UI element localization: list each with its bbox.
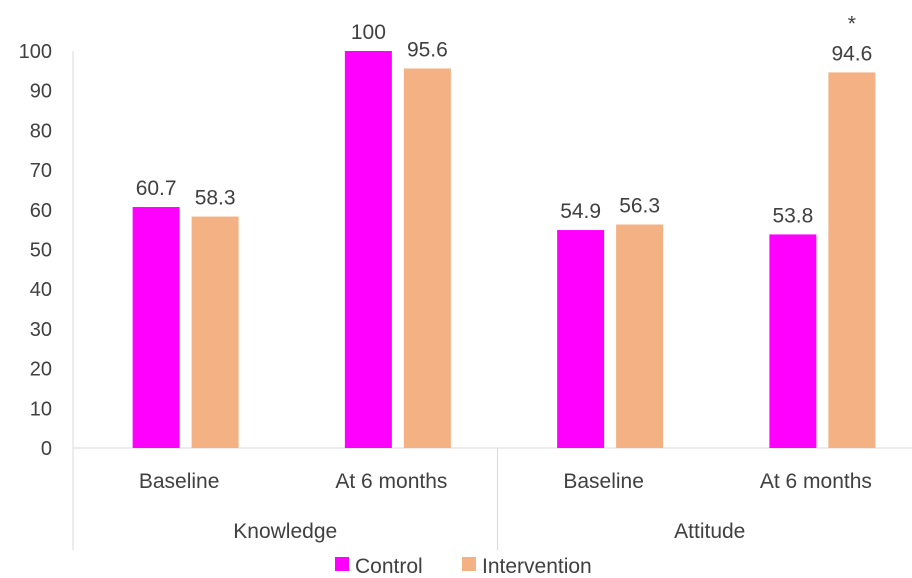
legend-label: Control [355, 555, 423, 578]
y-tick-label: 80 [30, 120, 52, 142]
bar-control [557, 230, 605, 448]
bar-intervention [403, 68, 451, 448]
y-tick-label: 50 [30, 240, 52, 262]
x-category-label: At 6 months [335, 470, 447, 493]
bar-intervention [191, 216, 239, 448]
data-label: 56.3 [619, 194, 660, 217]
bar-control [344, 51, 392, 448]
y-tick-label: 0 [41, 438, 52, 460]
bar-intervention [616, 224, 664, 448]
y-tick-label: 70 [30, 160, 52, 182]
data-label: 100 [351, 21, 386, 44]
y-tick-label: 20 [30, 359, 52, 381]
y-tick-label: 60 [30, 200, 52, 222]
data-label: 95.6 [407, 38, 448, 61]
x-group-label: Knowledge [233, 520, 337, 543]
y-tick-label: 100 [19, 41, 52, 63]
y-tick-label: 30 [30, 319, 52, 341]
significance-marker: * [848, 12, 856, 35]
y-tick-label: 10 [30, 398, 52, 420]
legend-swatch-control [335, 557, 349, 571]
y-tick-label: 90 [30, 81, 52, 103]
x-group-label: Attitude [674, 520, 745, 543]
data-label: 94.6 [831, 42, 872, 65]
bar-intervention [828, 72, 876, 449]
x-category-label: Baseline [563, 470, 644, 493]
bar-control [132, 207, 180, 448]
bar-control [769, 234, 817, 448]
data-label: 54.9 [560, 200, 601, 223]
data-label: 53.8 [772, 204, 813, 227]
legend-swatch-intervention [462, 557, 476, 571]
data-label: 60.7 [136, 177, 177, 200]
legend-label: Intervention [482, 555, 592, 578]
x-category-label: Baseline [139, 470, 220, 493]
x-category-label: At 6 months [760, 470, 872, 493]
data-label: 58.3 [195, 187, 236, 210]
y-tick-label: 40 [30, 279, 52, 301]
